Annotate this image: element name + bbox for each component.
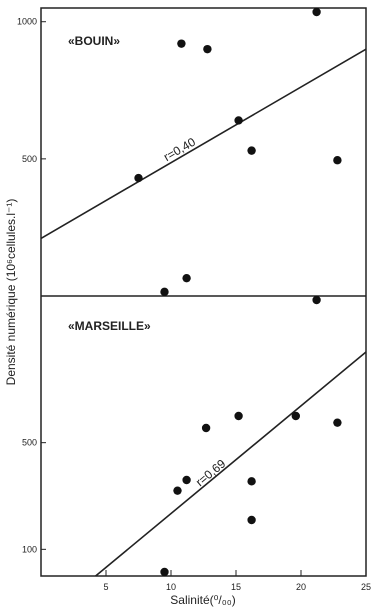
data-point <box>182 273 191 283</box>
y-tick-label-marseille: 100 <box>22 544 37 554</box>
y-tick-label-bouin: 500 <box>22 154 37 164</box>
data-point <box>203 44 212 54</box>
data-point <box>247 146 256 155</box>
y-tick-label-marseille: 500 <box>22 438 37 448</box>
data-point <box>160 287 169 297</box>
data-point <box>312 7 321 17</box>
x-tick-label: 15 <box>231 582 241 592</box>
data-point <box>312 295 321 305</box>
data-point <box>201 423 211 433</box>
x-tick-label: 5 <box>103 582 108 592</box>
y-axis-ticks: 1000 500 500 100 <box>17 17 37 555</box>
data-point <box>247 515 256 525</box>
chart-marks <box>40 7 367 577</box>
data-point <box>173 486 182 495</box>
x-axis-title: Salinité(⁰/₀₀) <box>170 593 235 607</box>
regression-line <box>40 48 367 240</box>
y-tick-label-bouin: 1000 <box>17 17 37 27</box>
data-point <box>160 567 169 577</box>
x-tick-label: 25 <box>361 582 371 592</box>
y-axis-title: Densité numérique (10⁶cellules.l⁻¹) <box>4 199 18 386</box>
data-point <box>247 477 256 486</box>
panel-title-bouin: «BOUIN» <box>68 34 120 48</box>
regression-line <box>95 351 367 577</box>
x-tick-label: 10 <box>166 582 176 592</box>
data-point <box>234 116 243 125</box>
panel-title-marseille: «MARSEILLE» <box>68 319 151 333</box>
data-point <box>182 475 191 485</box>
x-tick-label: 20 <box>296 582 306 592</box>
plot-frame <box>40 7 367 577</box>
data-point <box>291 411 300 421</box>
data-point <box>134 173 143 183</box>
data-point <box>333 156 342 165</box>
x-axis-ticks: 5 10 15 20 25 <box>103 582 371 592</box>
data-point <box>234 411 243 421</box>
data-point <box>177 39 186 48</box>
data-point <box>333 418 342 427</box>
